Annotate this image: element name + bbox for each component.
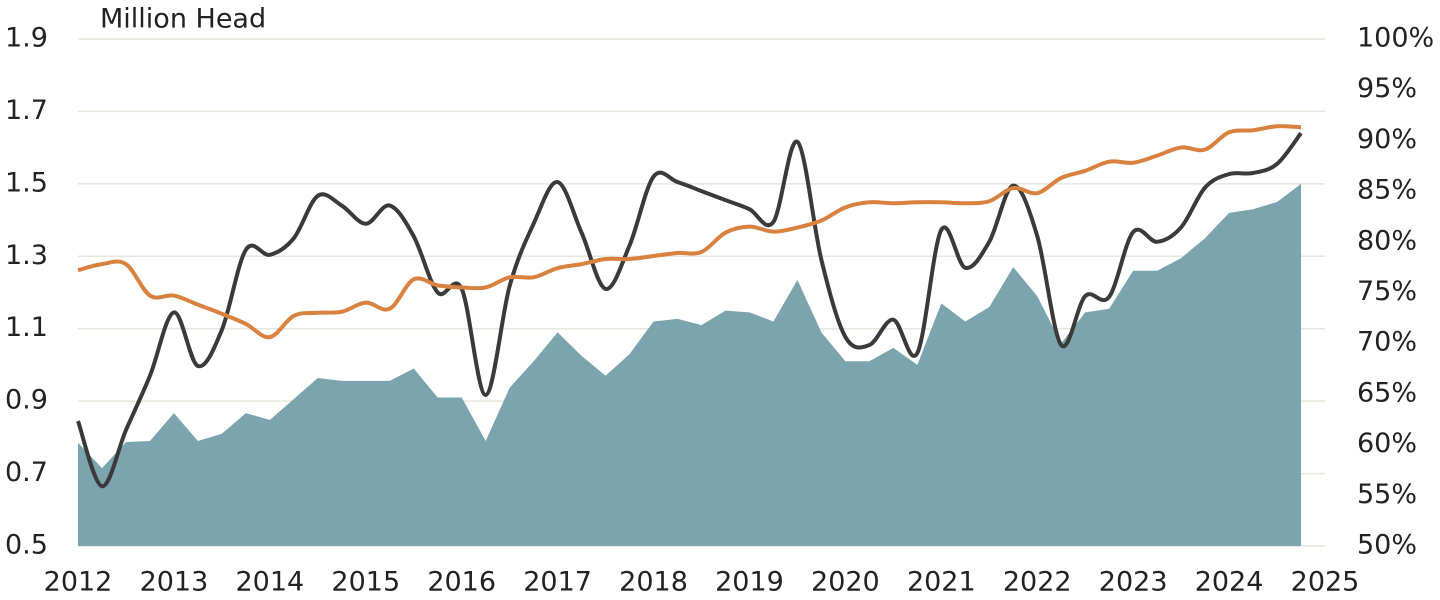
x-tick-label: 2023	[1099, 567, 1168, 598]
x-tick-label: 2015	[331, 567, 400, 598]
x-tick-label: 2025	[1291, 567, 1360, 598]
y2-tick-label: 80%	[1357, 225, 1417, 256]
y2-tick-label: 70%	[1357, 327, 1417, 358]
line	[77, 124, 1302, 340]
y-tick-label: 1.7	[5, 95, 48, 126]
y2-tick-label: 75%	[1357, 276, 1417, 307]
y-tick-label: 0.5	[5, 530, 48, 561]
y2-tick-label: 60%	[1357, 428, 1417, 459]
y-axis-label: Million Head	[100, 4, 266, 35]
x-tick-label: 2012	[44, 567, 113, 598]
x-tick-label: 2014	[235, 567, 304, 598]
x-tick-label: 2017	[523, 567, 592, 598]
y-tick-label: 1.3	[5, 240, 48, 271]
line	[76, 131, 1303, 489]
y-tick-label: 1.1	[5, 312, 48, 343]
y-tick-label: 0.9	[5, 385, 48, 416]
x-tick-label: 2016	[427, 567, 496, 598]
y2-tick-label: 100%	[1357, 23, 1434, 54]
x-tick-label: 2020	[811, 567, 880, 598]
y2-tick-label: 85%	[1357, 175, 1417, 206]
area	[78, 183, 1302, 546]
y-tick-label: 0.7	[5, 457, 48, 488]
y-tick-label: 1.9	[5, 23, 48, 54]
x-tick-label: 2021	[907, 567, 976, 598]
x-tick-label: 2024	[1195, 567, 1264, 598]
y2-tick-label: 50%	[1357, 530, 1417, 561]
y2-tick-label: 90%	[1357, 124, 1417, 155]
y-tick-label: 1.5	[5, 167, 48, 198]
x-tick-label: 2022	[1003, 567, 1072, 598]
y2-tick-label: 55%	[1357, 479, 1417, 510]
x-tick-label: 2018	[619, 567, 688, 598]
x-tick-label: 2019	[715, 567, 784, 598]
x-tick-label: 2013	[140, 567, 209, 598]
y2-tick-label: 65%	[1357, 377, 1417, 408]
y2-tick-label: 95%	[1357, 73, 1417, 104]
